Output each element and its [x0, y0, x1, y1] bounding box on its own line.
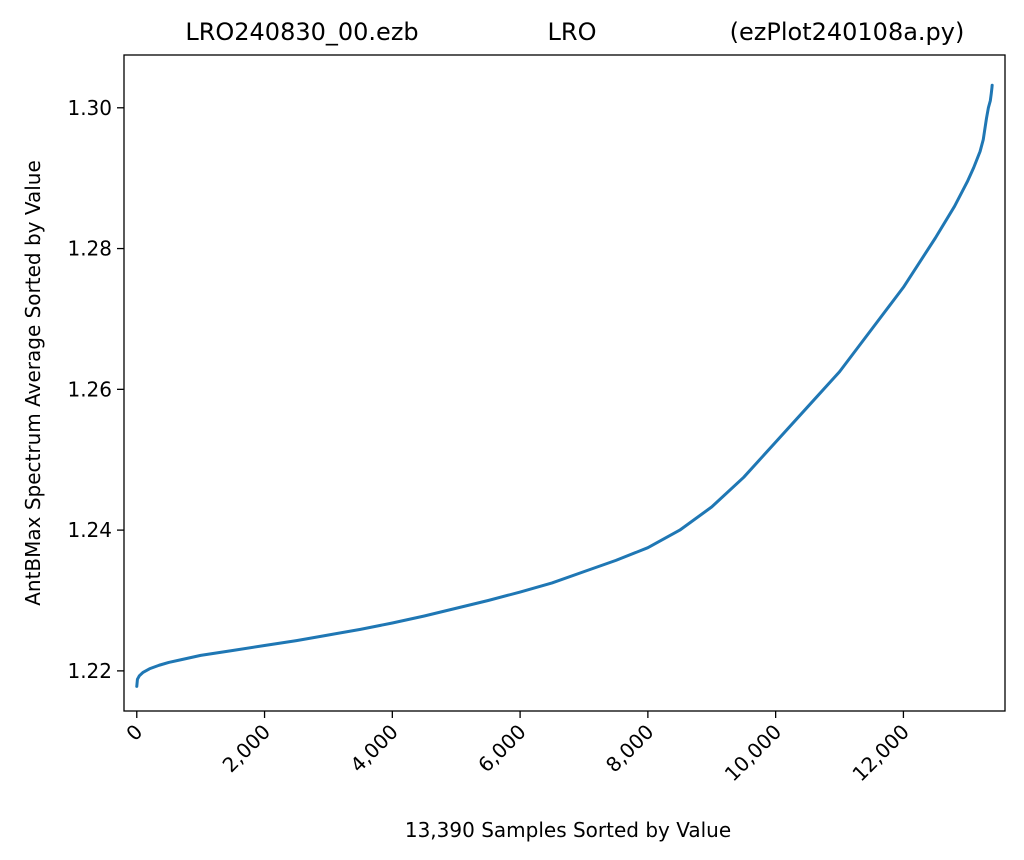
x-tick-label: 2,000: [218, 720, 275, 777]
chart-title: LRO240830_00.ezb LRO (ezPlot240108a.py): [185, 18, 964, 46]
x-axis: 0 2,000 4,000 6,000 8,000 10,000 12,000: [121, 711, 914, 786]
y-tick-label: 1.28: [67, 237, 112, 261]
y-tick-label: 1.22: [67, 659, 112, 683]
title-right: (ezPlot240108a.py): [730, 18, 965, 46]
x-tick-label: 6,000: [473, 720, 530, 777]
y-tick-label: 1.24: [67, 518, 112, 542]
x-axis-label: 13,390 Samples Sorted by Value: [405, 818, 731, 842]
x-tick-label: 8,000: [601, 720, 658, 777]
y-tick-label: 1.30: [67, 96, 112, 120]
y-tick-label: 1.26: [67, 377, 112, 401]
x-tick-label: 4,000: [345, 720, 402, 777]
title-left: LRO240830_00.ezb: [185, 18, 418, 46]
y-axis: 1.22 1.24 1.26 1.28 1.30: [67, 96, 124, 683]
x-tick-label: 0: [121, 720, 147, 746]
title-center: LRO: [548, 18, 597, 46]
plot-area-frame: [123, 54, 1006, 712]
x-tick-label: 12,000: [847, 720, 913, 786]
series-line: [135, 83, 994, 688]
x-tick-label: 10,000: [720, 720, 786, 786]
y-axis-label: AntBMax Spectrum Average Sorted by Value: [21, 160, 45, 606]
